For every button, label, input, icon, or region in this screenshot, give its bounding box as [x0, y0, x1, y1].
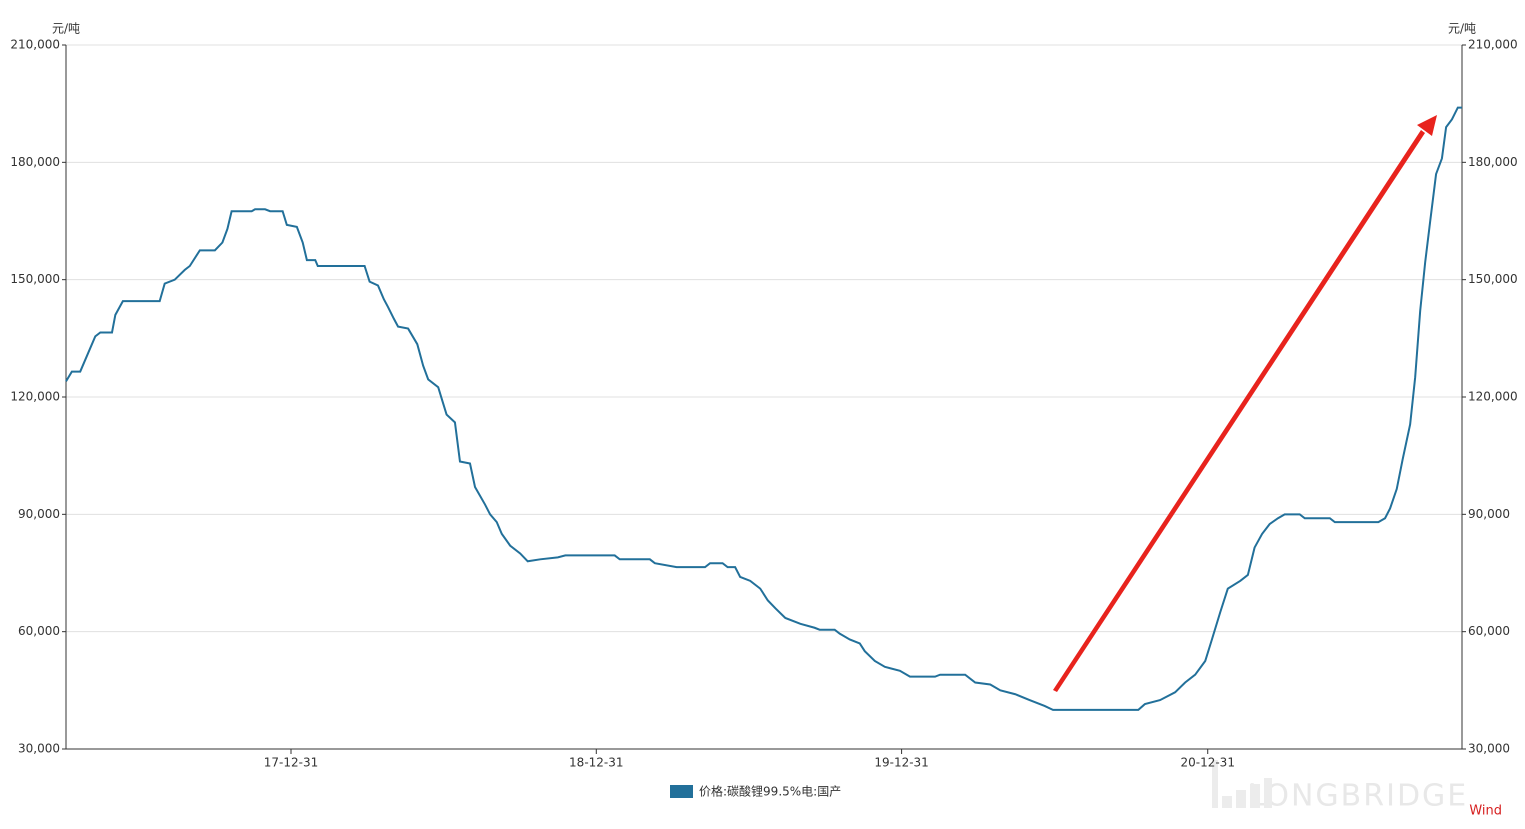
trend-arrow	[1053, 115, 1437, 692]
arrow-shaft	[1053, 130, 1425, 692]
y2-tick-label: 210,000	[1468, 38, 1518, 52]
x-tick-label: 20-12-31	[1180, 756, 1234, 770]
y-tick-label: 120,000	[10, 390, 60, 404]
watermark: LONGBRIDGE	[1248, 779, 1469, 814]
y2-tick-label: 30,000	[1468, 742, 1510, 756]
y2-tick-label: 150,000	[1468, 272, 1518, 286]
y-tick-label: 150,000	[10, 272, 60, 286]
y-tick-label: 60,000	[18, 624, 60, 638]
y2-unit: 元/吨	[1448, 22, 1476, 36]
watermark-logo	[1212, 760, 1272, 808]
y-unit: 元/吨	[52, 22, 80, 36]
legend-label: 价格:碳酸锂99.5%电:国产	[699, 784, 841, 799]
x-tick-label: 19-12-31	[874, 756, 928, 770]
source: Wind	[1469, 804, 1502, 819]
y-tick-label: 30,000	[18, 742, 60, 756]
x-tick-label: 18-12-31	[569, 756, 623, 770]
y2-tick-label: 60,000	[1468, 624, 1510, 638]
series-line	[65, 106, 1462, 711]
y-tick-label: 180,000	[10, 155, 60, 169]
y2-tick-label: 90,000	[1468, 507, 1510, 521]
legend-swatch	[670, 785, 693, 798]
y2-tick-label: 120,000	[1468, 390, 1518, 404]
y-tick-label: 90,000	[18, 507, 60, 521]
x-tick-label: 17-12-31	[264, 756, 318, 770]
arrow-head	[1417, 115, 1437, 136]
y2-tick-label: 180,000	[1468, 155, 1518, 169]
y-tick-label: 210,000	[10, 38, 60, 52]
